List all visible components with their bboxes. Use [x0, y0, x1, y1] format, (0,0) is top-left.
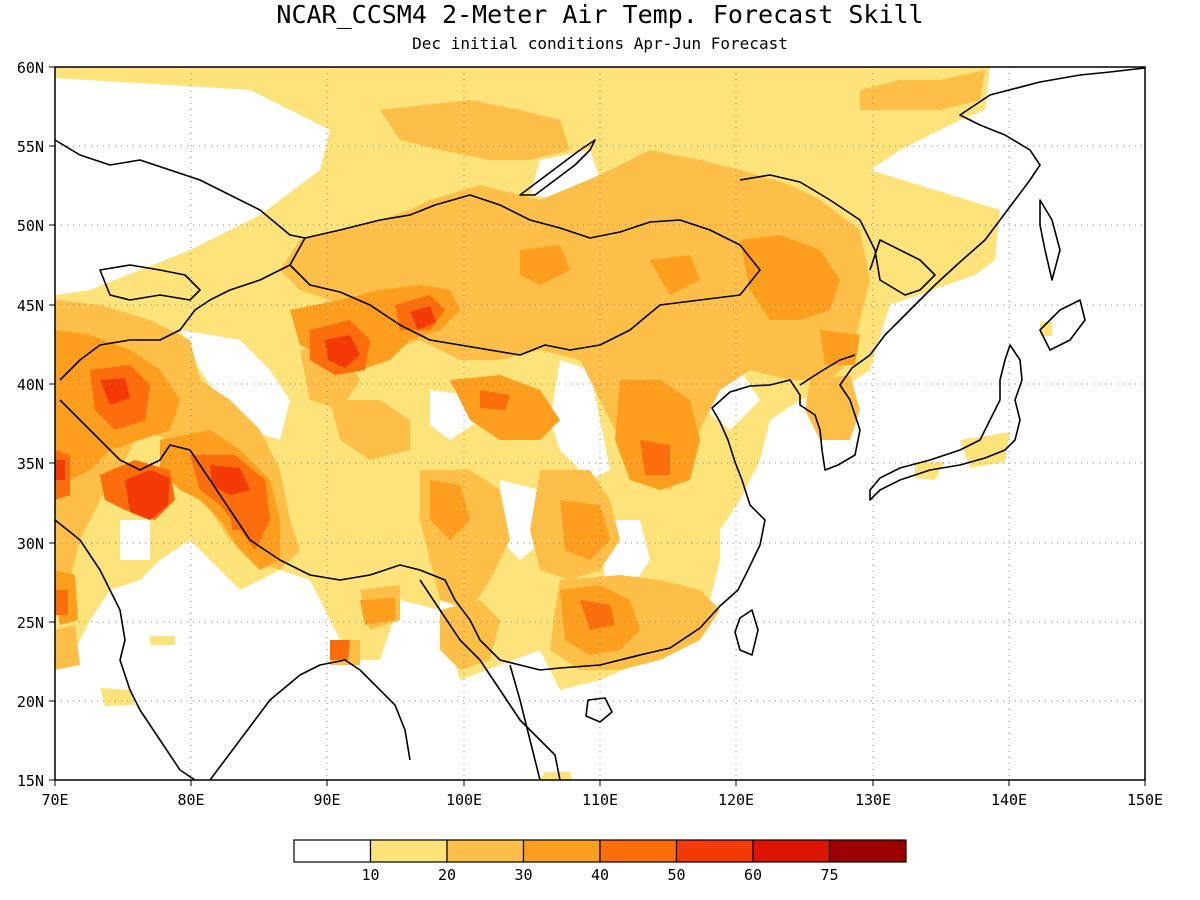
- ne-china-border: [739, 174, 936, 296]
- china-west-border: [59, 264, 291, 381]
- colorbar-label: 40: [591, 866, 609, 884]
- taiwan-coastline: [734, 609, 759, 656]
- colorbar-label: 60: [744, 866, 762, 884]
- colorbar-label: 75: [820, 866, 838, 884]
- korea-china-border: [799, 354, 856, 386]
- skill-level-5: [55, 306, 436, 520]
- graticule: [55, 67, 1145, 780]
- lon-label: 90E: [313, 791, 340, 809]
- map-subtitle: Dec initial conditions Apr-Jun Forecast: [412, 34, 788, 53]
- lon-label: 130E: [855, 791, 891, 809]
- lon-label: 120E: [718, 791, 754, 809]
- colorbar-label: 10: [361, 866, 379, 884]
- east-asia-coastline: [539, 67, 1145, 671]
- lat-label: 60N: [17, 59, 44, 77]
- indochina-outline: [419, 579, 561, 780]
- colorbar-label: 50: [667, 866, 685, 884]
- lat-label: 40N: [17, 376, 44, 394]
- tick-marks: [49, 66, 1146, 786]
- himalaya-border: [189, 449, 541, 671]
- lat-label: 20N: [17, 693, 44, 711]
- india-outline: [55, 519, 196, 780]
- colorbar-swatch: [752, 839, 831, 863]
- caspian-coastline: [99, 264, 201, 301]
- colorbar-swatch: [446, 839, 525, 863]
- lon-label: 100E: [446, 791, 482, 809]
- russia-kazakhstan-border: [55, 139, 306, 239]
- japan-coastline: [869, 344, 1023, 501]
- lon-label: 70E: [41, 791, 68, 809]
- mainland-se-asia-coast: [509, 664, 541, 780]
- lat-label: 25N: [17, 614, 44, 632]
- lat-label: 35N: [17, 455, 44, 473]
- pakistan-border: [59, 399, 191, 471]
- skill-shading: [55, 67, 1052, 780]
- lake-baikal: [519, 139, 596, 196]
- bay-of-bengal-coast: [209, 659, 411, 780]
- colorbar-swatch: [675, 839, 754, 863]
- sakhalin-coastline: [1039, 199, 1061, 281]
- lon-label: 140E: [991, 791, 1027, 809]
- lat-label: 45N: [17, 297, 44, 315]
- hainan-coastline: [585, 697, 613, 723]
- colorbar-swatch: [828, 839, 907, 863]
- lon-label: 150E: [1127, 791, 1163, 809]
- colorbar: [293, 839, 907, 863]
- lat-label: 55N: [17, 138, 44, 156]
- lat-label: 15N: [17, 772, 44, 790]
- hokkaido-coastline: [1039, 299, 1086, 351]
- latitude-labels: 15N 20N 25N 30N 35N 40N 45N 50N 55N 60N: [17, 59, 44, 790]
- colorbar-label: 20: [438, 866, 456, 884]
- longitude-labels: 70E 80E 90E 100E 110E 120E 130E 140E 150…: [41, 791, 1163, 809]
- colorbar-swatch: [293, 839, 372, 863]
- colorbar-swatch: [599, 839, 678, 863]
- lon-label: 110E: [582, 791, 618, 809]
- mongolia-border: [289, 194, 761, 356]
- colorbar-swatch: [522, 839, 601, 863]
- map-title: NCAR_CCSM4 2-Meter Air Temp. Forecast Sk…: [276, 0, 924, 29]
- lat-label: 30N: [17, 535, 44, 553]
- colorbar-label: 30: [514, 866, 532, 884]
- lon-label: 80E: [177, 791, 204, 809]
- colorbar-labels: 10 20 30 40 50 60 75: [361, 866, 838, 884]
- lat-label: 50N: [17, 217, 44, 235]
- colorbar-swatch: [369, 839, 448, 863]
- coastlines-and-borders: [55, 67, 1145, 780]
